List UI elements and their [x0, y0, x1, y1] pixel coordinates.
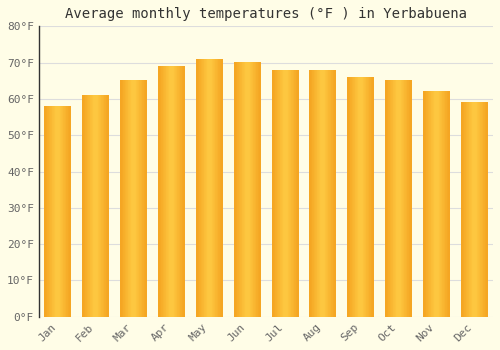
Title: Average monthly temperatures (°F ) in Yerbabuena: Average monthly temperatures (°F ) in Ye… [65, 7, 467, 21]
